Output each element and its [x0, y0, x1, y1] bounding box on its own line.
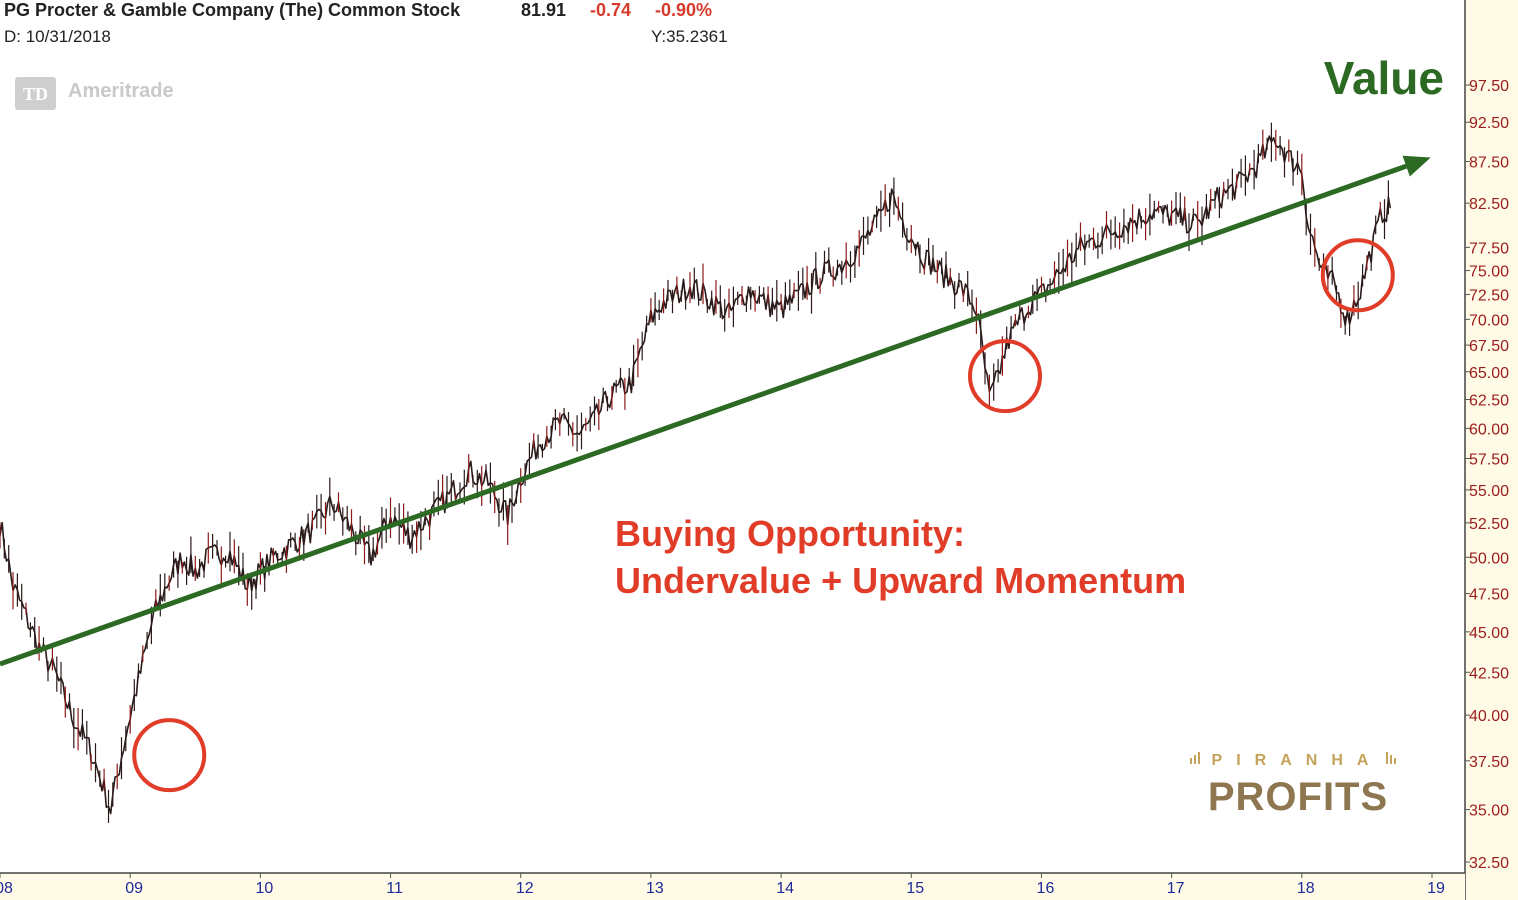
buy-signal-circle: [968, 339, 1043, 414]
y-tick-label: 50.00: [1469, 550, 1509, 567]
y-tick-label: 60.00: [1469, 421, 1509, 438]
x-tick-label: 16: [1037, 880, 1055, 897]
x-tick-label: 10: [255, 880, 273, 897]
last-price: 81.91: [521, 0, 567, 20]
x-axis-panel: [0, 873, 1465, 900]
x-tick-label: 09: [125, 880, 143, 897]
x-tick-label: 13: [646, 880, 664, 897]
y-tick-label: 62.50: [1469, 393, 1509, 410]
date-readout: D: 10/31/2018: [4, 27, 111, 46]
y-tick-label: 75.00: [1469, 264, 1509, 281]
trend-label: Value: [1324, 52, 1444, 104]
y-tick-label: 92.50: [1469, 115, 1509, 132]
y-tick-label: 47.50: [1469, 587, 1509, 604]
y-tick-label: 82.50: [1469, 196, 1509, 213]
x-tick-label: 11: [386, 880, 403, 897]
x-tick-label: 18: [1297, 880, 1315, 897]
buy-signal-circle: [132, 718, 207, 793]
y-tick-label: 72.50: [1469, 288, 1509, 305]
y-axis-panel: [1465, 0, 1518, 900]
x-tick-label: 14: [776, 880, 794, 897]
y-tick-label: 32.50: [1469, 855, 1509, 872]
logo-bottom-text: PROFITS: [1208, 775, 1388, 819]
piranha-profits-logo: PIRANHA PROFITS: [1190, 752, 1396, 819]
y-tick-label: 42.50: [1469, 665, 1509, 682]
y-tick-label: 87.50: [1469, 155, 1509, 172]
price-change: -0.74: [590, 0, 632, 20]
y-tick-label: 45.00: [1469, 625, 1509, 642]
ameritrade-watermark: TD Ameritrade: [15, 77, 174, 110]
price-line: [0, 135, 1392, 815]
x-tick-label: 15: [906, 880, 924, 897]
chart-title: PG Procter & Gamble Company (The) Common…: [4, 0, 461, 20]
x-tick-label: 17: [1167, 880, 1185, 897]
logo-top-text: PIRANHA: [1212, 752, 1383, 769]
x-tick-label: 19: [1427, 880, 1445, 897]
y-tick-label: 55.00: [1469, 483, 1509, 500]
price-change-pct: -0.90%: [655, 0, 713, 20]
y-tick-label: 67.50: [1469, 338, 1509, 355]
td-badge-icon: [15, 77, 56, 110]
logo-bars-left-icon: [1190, 752, 1200, 764]
y-tick-label: 65.00: [1469, 365, 1509, 382]
x-tick-label: 12: [516, 880, 534, 897]
x-tick-label: 08: [0, 880, 13, 897]
y-tick-label: 40.00: [1469, 708, 1509, 725]
y-readout: Y:35.2361: [651, 27, 728, 46]
y-tick-label: 37.50: [1469, 754, 1509, 771]
y-tick-label: 97.50: [1469, 78, 1509, 95]
callout-line-1: Buying Opportunity:: [615, 513, 965, 554]
trend-arrowhead-icon: [1402, 155, 1431, 177]
buy-signal-circle: [1320, 238, 1395, 313]
y-tick-label: 57.50: [1469, 451, 1509, 468]
logo-bars-right-icon: [1386, 752, 1396, 764]
y-tick-label: 77.50: [1469, 240, 1509, 257]
trend-line: [0, 163, 1408, 667]
y-tick-label: 70.00: [1469, 312, 1509, 329]
td-badge-text: TD: [23, 84, 48, 104]
callout-line-2: Undervalue + Upward Momentum: [615, 560, 1186, 601]
watermark-brand: Ameritrade: [68, 80, 174, 102]
y-tick-label: 52.50: [1469, 516, 1509, 533]
y-tick-label: 35.00: [1469, 803, 1509, 820]
